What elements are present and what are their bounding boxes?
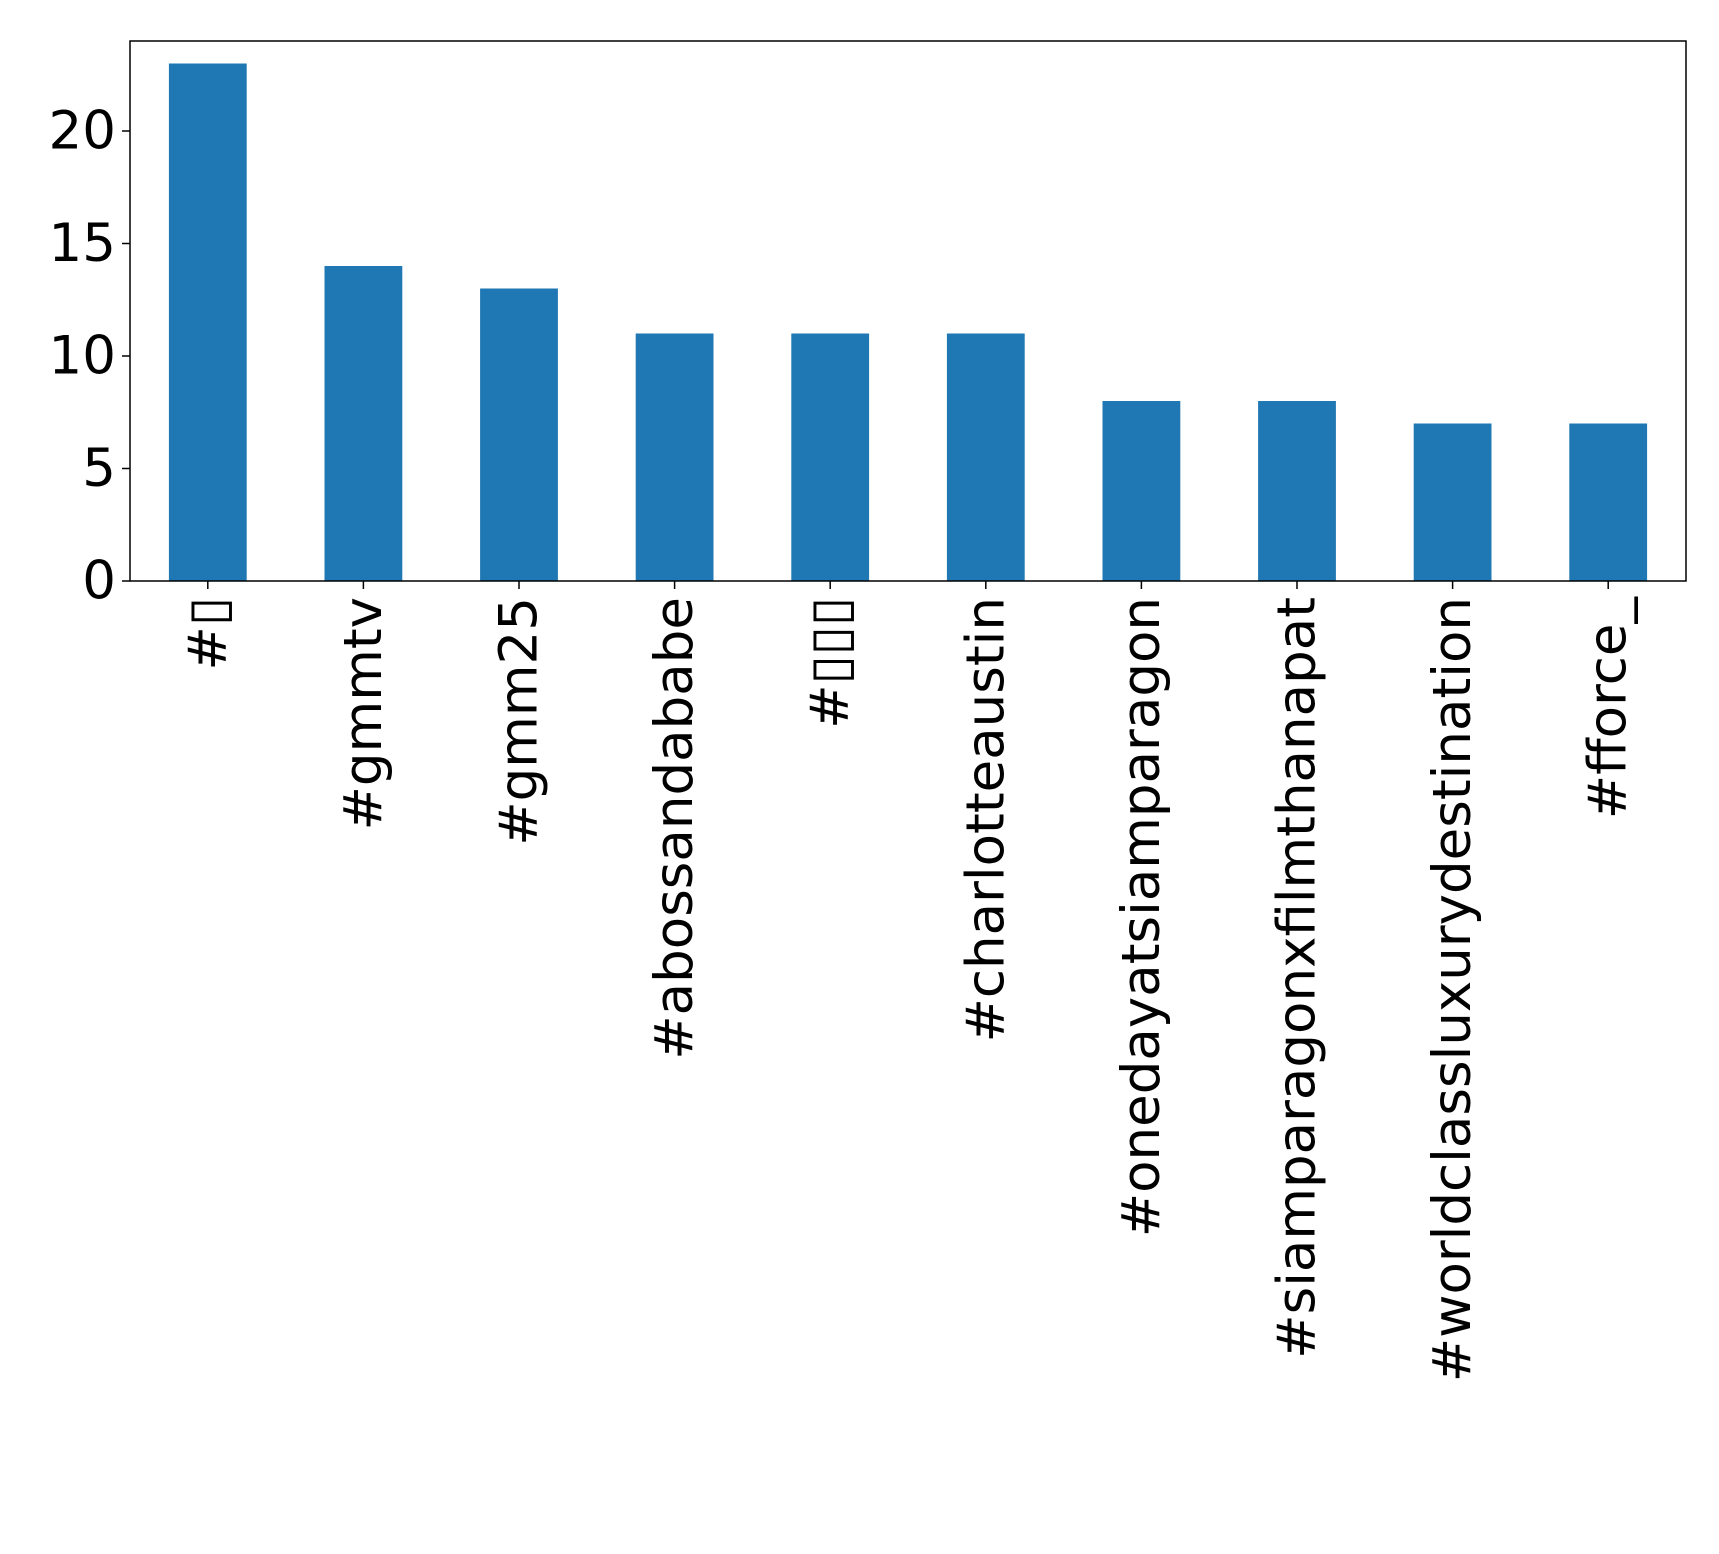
bar [635, 333, 714, 581]
x-tick-label: #▯▯▯ [800, 597, 861, 729]
x-tick-label: #gmm25 [489, 597, 550, 846]
bar [1258, 401, 1336, 581]
x-axis: #▯ #gmmtv #gmm25 #abossandababe #▯▯▯ #charlot… [177, 581, 1639, 1382]
y-tick-label: 5 [82, 438, 116, 499]
bar [324, 266, 403, 581]
y-tick-label: 15 [49, 213, 116, 274]
x-tick-label: #fforce_ [1578, 596, 1639, 820]
bar [1569, 423, 1648, 581]
x-tick-label: #onedayatsiamparagon [1111, 597, 1172, 1237]
x-tick-label: #siamparagonxfilmthanapat [1267, 597, 1328, 1359]
bar [480, 288, 558, 581]
plot-frame [129, 40, 1687, 582]
bar [1413, 423, 1492, 581]
bars-group [168, 63, 1648, 581]
x-tick-label: #gmmtv [333, 597, 394, 830]
y-tick-label: 20 [49, 101, 116, 162]
bar [791, 333, 870, 581]
y-tick-label: 0 [82, 551, 116, 612]
y-axis: 0 5 10 15 20 [49, 101, 130, 612]
bar [946, 333, 1025, 581]
x-tick-label: #worldclassluxurydestination [1422, 597, 1483, 1382]
bar [168, 63, 247, 581]
x-tick-label: #abossandababe [644, 597, 705, 1060]
x-tick-label: #charlotteaustin [955, 597, 1016, 1043]
y-tick-label: 10 [49, 326, 116, 387]
bar [1102, 401, 1181, 581]
x-tick-label: #▯ [177, 597, 238, 671]
